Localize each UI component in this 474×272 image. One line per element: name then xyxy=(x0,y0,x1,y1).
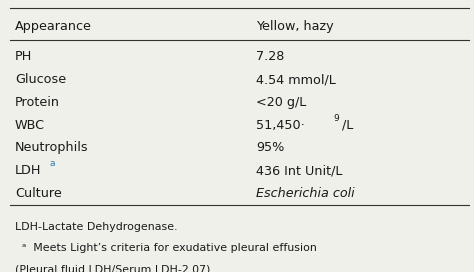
Text: LDH-Lactate Dehydrogenase.: LDH-Lactate Dehydrogenase. xyxy=(15,222,177,232)
Text: 9: 9 xyxy=(333,114,339,123)
Text: (Pleural fluid LDH/Serum LDH-2.07).: (Pleural fluid LDH/Serum LDH-2.07). xyxy=(15,265,214,272)
Text: <20 g/L: <20 g/L xyxy=(256,96,306,109)
Text: Escherichia coli: Escherichia coli xyxy=(256,187,355,200)
Text: WBC: WBC xyxy=(15,119,45,132)
Text: Neutrophils: Neutrophils xyxy=(15,141,89,154)
Text: Protein: Protein xyxy=(15,96,60,109)
Text: 51,450·: 51,450· xyxy=(256,119,305,132)
Text: Culture: Culture xyxy=(15,187,62,200)
Text: 7.28: 7.28 xyxy=(256,50,284,63)
Text: a: a xyxy=(49,159,55,168)
Text: 95%: 95% xyxy=(256,141,284,154)
Text: 4.54 mmol/L: 4.54 mmol/L xyxy=(256,73,336,86)
Text: Appearance: Appearance xyxy=(15,20,92,33)
Text: /L: /L xyxy=(342,119,353,132)
Text: PH: PH xyxy=(15,50,32,63)
Text: Glucose: Glucose xyxy=(15,73,66,86)
Text: ᵃ  Meets Light’s criteria for exudative pleural effusion: ᵃ Meets Light’s criteria for exudative p… xyxy=(15,243,317,253)
Text: Yellow, hazy: Yellow, hazy xyxy=(256,20,334,33)
Text: 436 Int Unit/L: 436 Int Unit/L xyxy=(256,164,342,177)
Text: LDH: LDH xyxy=(15,164,41,177)
